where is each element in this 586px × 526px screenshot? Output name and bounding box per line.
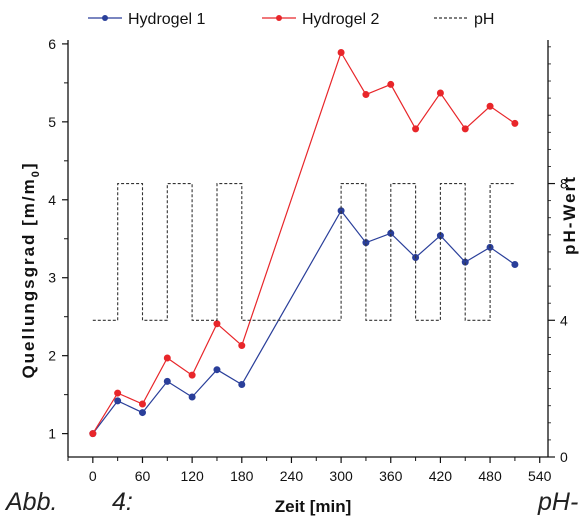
data-point xyxy=(138,400,146,408)
data-point xyxy=(387,80,395,88)
y-tick-label: 3 xyxy=(48,270,56,286)
data-point xyxy=(362,91,370,99)
data-point xyxy=(511,260,519,268)
data-point xyxy=(114,397,122,405)
x-tick-label: 360 xyxy=(379,468,403,484)
figure-caption: Abb. 4: pH- xyxy=(0,488,586,526)
y-axis-label-subscript: 0 xyxy=(30,169,42,177)
legend-label: Hydrogel 1 xyxy=(128,11,205,28)
y2-tick-label: 0 xyxy=(560,449,568,465)
y-tick-label: 5 xyxy=(48,114,56,130)
data-point xyxy=(486,102,494,110)
x-axis-label: Zeit [min] xyxy=(275,497,352,516)
x-tick-label: 540 xyxy=(528,468,552,484)
data-point xyxy=(163,377,171,385)
data-point xyxy=(213,366,221,374)
data-point xyxy=(436,89,444,97)
data-point xyxy=(213,320,221,328)
y-axis-label-close: ] xyxy=(19,161,38,169)
y-axis-label: Quellungsgrad [m/m0] xyxy=(19,161,42,378)
data-point xyxy=(188,393,196,401)
legend-label: Hydrogel 2 xyxy=(302,11,379,28)
x-tick-label: 480 xyxy=(478,468,502,484)
data-point xyxy=(461,125,469,133)
legend-marker xyxy=(276,15,282,21)
caption-abb: Abb. xyxy=(6,488,58,516)
series-line-ph xyxy=(92,183,515,321)
legend-marker xyxy=(102,15,108,21)
caption-number: 4: xyxy=(112,488,133,516)
data-point xyxy=(412,125,420,133)
data-point xyxy=(114,389,122,397)
x-tick-label: 60 xyxy=(135,468,151,484)
data-point xyxy=(188,371,196,379)
y-tick-label: 4 xyxy=(48,192,56,208)
y-tick-label: 2 xyxy=(48,348,56,364)
data-point xyxy=(337,48,345,56)
x-tick-label: 420 xyxy=(429,468,453,484)
y2-tick-label: 4 xyxy=(560,312,568,328)
y-tick-label: 1 xyxy=(48,426,56,442)
series-line-hydrogel-2 xyxy=(92,51,516,434)
x-tick-label: 300 xyxy=(329,468,353,484)
data-point xyxy=(89,430,97,438)
data-point xyxy=(163,354,171,362)
data-point xyxy=(238,342,246,350)
caption-ph: pH- xyxy=(538,488,579,516)
chart-series xyxy=(89,48,519,438)
y2-axis-label: pH-Wert xyxy=(560,175,579,255)
y-tick-label: 6 xyxy=(48,36,56,52)
legend-label: pH xyxy=(474,11,494,28)
chart-legend: Hydrogel 1 Hydrogel 2 pH xyxy=(88,11,494,28)
y2-tick-label: 8 xyxy=(560,176,568,192)
x-tick-label: 0 xyxy=(89,468,97,484)
data-point xyxy=(238,381,246,389)
data-point xyxy=(511,119,519,127)
x-tick-label: 120 xyxy=(180,468,204,484)
x-tick-label: 180 xyxy=(230,468,254,484)
x-tick-label: 240 xyxy=(280,468,304,484)
series-line-hydrogel-1 xyxy=(92,209,516,434)
data-point xyxy=(138,409,146,417)
